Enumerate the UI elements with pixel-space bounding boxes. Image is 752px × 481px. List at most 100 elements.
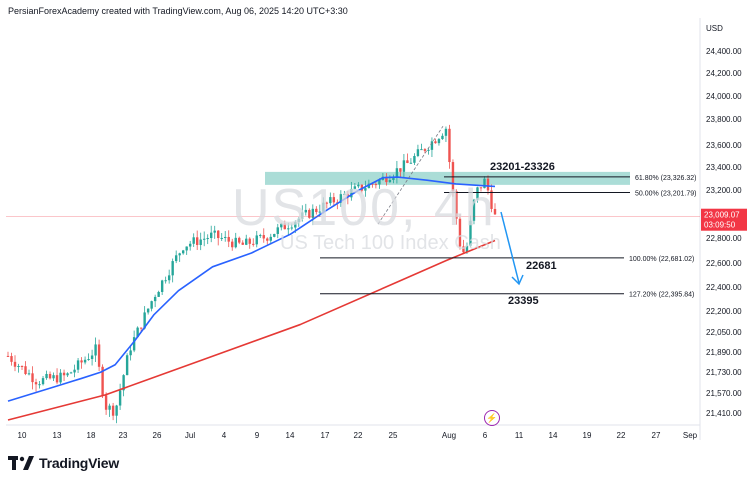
candle-body <box>490 190 493 209</box>
candle-body <box>213 230 216 233</box>
x-tick-label: Jul <box>185 431 195 440</box>
y-tick-label: 21,410.00 <box>706 409 742 418</box>
candle-body <box>185 246 188 251</box>
x-tick-label: 14 <box>549 431 558 440</box>
fib-level-label: 61.80% (23,326.32) <box>635 175 697 182</box>
candle-body <box>132 337 136 351</box>
candle-body <box>479 187 483 189</box>
y-tick-label: 21,570.00 <box>706 389 742 398</box>
candle-body <box>385 176 388 183</box>
candle-body <box>27 373 31 375</box>
ema-fast-line <box>7 176 496 402</box>
candle-body <box>409 162 413 164</box>
candle-body <box>311 208 315 218</box>
x-tick-label: 25 <box>389 431 398 440</box>
candle-body <box>224 236 227 238</box>
candle-body <box>406 160 409 164</box>
tradingview-logo[interactable]: TradingView <box>8 455 119 471</box>
candle-body <box>430 141 434 150</box>
candle-body <box>462 246 465 253</box>
candle-body <box>318 211 322 213</box>
candle-body <box>245 238 248 245</box>
candle-body <box>427 149 430 151</box>
candle-body <box>129 350 132 356</box>
candle-body <box>448 128 451 163</box>
candle-body <box>374 184 378 186</box>
x-tick-label: 17 <box>321 431 330 440</box>
candle-body <box>87 359 90 361</box>
price-badge-value: 23,009.07 <box>704 211 740 220</box>
candle-body <box>52 375 55 379</box>
y-tick-label: 21,890.00 <box>706 348 742 357</box>
candle-body <box>455 191 458 219</box>
candle-body <box>217 230 220 239</box>
candle-body <box>136 327 139 338</box>
candle-body <box>353 186 357 189</box>
chart-header: PersianForexAcademy created with Trading… <box>8 6 348 16</box>
candle-body <box>153 296 157 302</box>
target2-annotation: 23395 <box>508 295 539 307</box>
candle-body <box>41 378 45 385</box>
y-tick-label: 22,200.00 <box>706 307 742 316</box>
candle-body <box>276 227 279 234</box>
candle-body <box>266 238 269 241</box>
candle-body <box>269 236 272 241</box>
candle-body <box>188 243 192 247</box>
symbol-watermark: US100, 4h <box>232 179 496 237</box>
candle-body <box>378 179 381 185</box>
candle-body <box>143 312 146 329</box>
candle-body <box>399 168 402 172</box>
x-tick-label: 9 <box>255 431 260 440</box>
candle-body <box>94 344 97 356</box>
candle-body <box>24 366 27 374</box>
candle-body <box>6 355 10 357</box>
candle-body <box>234 237 237 248</box>
candle-body <box>164 280 167 282</box>
candle-body <box>160 280 164 292</box>
candle-body <box>167 275 171 281</box>
x-tick-label: 18 <box>87 431 96 440</box>
candle-body <box>115 405 118 416</box>
candle-body <box>206 238 209 240</box>
y-tick-label: 24,400.00 <box>706 47 742 56</box>
candle-body <box>283 223 286 230</box>
candle-body <box>55 375 59 383</box>
candle-body <box>329 197 332 204</box>
x-tick-label: 19 <box>583 431 592 440</box>
candle-body <box>308 209 311 218</box>
lightning-icon[interactable]: ⚡ <box>484 410 500 426</box>
tradingview-logo-icon <box>8 456 34 470</box>
y-tick-label: 24,000.00 <box>706 92 742 101</box>
candle-body <box>199 239 202 245</box>
candle-body <box>125 355 129 376</box>
x-tick-label: 23 <box>119 431 128 440</box>
candle-body <box>17 365 20 367</box>
candle-body <box>371 183 374 185</box>
candle-body <box>262 235 265 239</box>
x-tick-label: 11 <box>515 431 524 440</box>
currency-label: USD <box>706 24 723 33</box>
candle-body <box>13 361 17 367</box>
candle-body <box>388 179 392 183</box>
candle-body <box>483 178 486 189</box>
candle-body <box>360 184 364 191</box>
candle-body <box>469 220 472 246</box>
candle-body <box>315 208 318 213</box>
candle-body <box>476 187 479 200</box>
x-tick-label: 22 <box>617 431 626 440</box>
candle-body <box>48 373 52 379</box>
candle-body <box>181 250 185 254</box>
candle-body <box>118 390 122 406</box>
fib-trend-line <box>377 125 444 225</box>
zone-annotation: 23201-23326 <box>490 161 555 173</box>
candle-body <box>423 149 427 151</box>
candle-body <box>178 253 181 256</box>
candle-body <box>252 243 255 245</box>
candle-body <box>157 291 160 297</box>
x-tick-label: Aug <box>442 431 456 440</box>
supply-zone <box>265 171 630 185</box>
candle-body <box>255 235 258 245</box>
y-tick-label: 22,050.00 <box>706 328 742 337</box>
candle-body <box>150 301 153 309</box>
